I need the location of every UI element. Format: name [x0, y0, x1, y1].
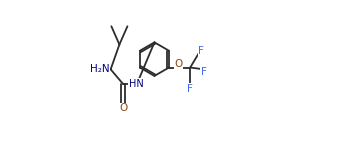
Text: F: F: [187, 84, 193, 94]
Text: H₂N: H₂N: [90, 64, 109, 74]
Text: O: O: [119, 103, 127, 113]
Text: O: O: [174, 59, 183, 69]
Text: HN: HN: [129, 79, 144, 89]
Text: F: F: [198, 46, 204, 57]
Text: F: F: [201, 67, 207, 77]
